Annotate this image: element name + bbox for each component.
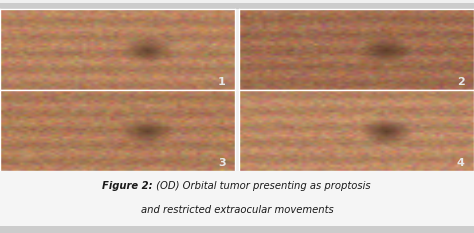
Text: and restricted extraocular movements: and restricted extraocular movements [141, 205, 333, 215]
Text: Figure 2:: Figure 2: [102, 181, 153, 191]
Text: 3: 3 [218, 158, 226, 168]
Text: 2: 2 [457, 77, 465, 87]
Text: 4: 4 [457, 158, 465, 168]
Text: 1: 1 [218, 77, 226, 87]
Text: (OD) Orbital tumor presenting as proptosis: (OD) Orbital tumor presenting as proptos… [153, 181, 371, 191]
